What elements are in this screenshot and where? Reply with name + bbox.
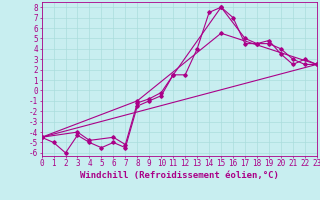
X-axis label: Windchill (Refroidissement éolien,°C): Windchill (Refroidissement éolien,°C) xyxy=(80,171,279,180)
